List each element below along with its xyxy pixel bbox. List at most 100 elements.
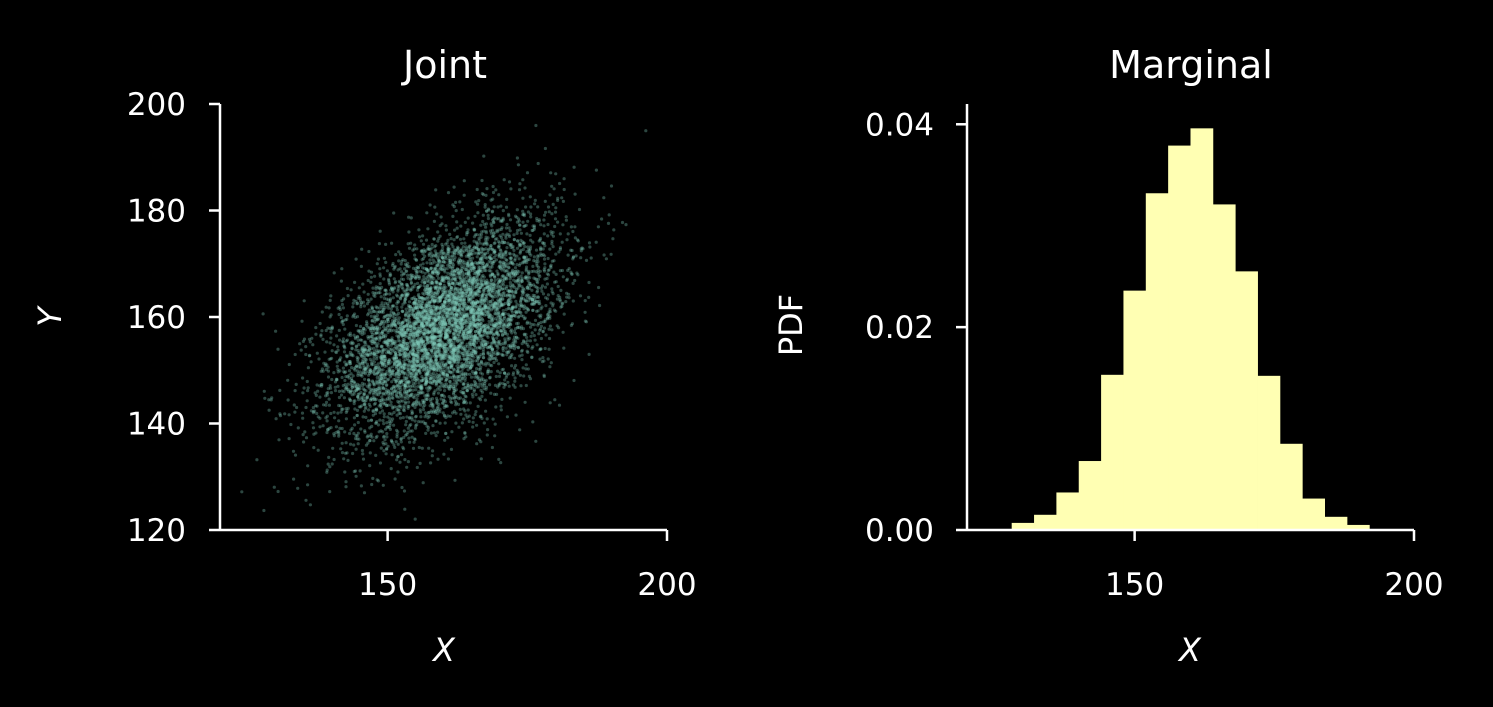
scatter-point — [464, 395, 468, 399]
scatter-point — [394, 394, 398, 398]
scatter-point — [441, 328, 445, 332]
scatter-point — [356, 348, 360, 353]
scatter-point — [578, 294, 583, 298]
scatter-point — [408, 416, 412, 420]
scatter-point — [514, 299, 518, 303]
scatter-point — [558, 181, 562, 186]
scatter-point — [490, 298, 495, 302]
scatter-point — [521, 366, 525, 370]
scatter-point — [531, 420, 535, 424]
scatter-point — [583, 299, 587, 303]
scatter-point — [609, 184, 614, 188]
scatter-point — [438, 318, 442, 323]
scatter-point — [539, 336, 544, 341]
scatter-point — [465, 352, 469, 357]
scatter-point — [398, 404, 402, 408]
scatter-point — [514, 311, 518, 315]
scatter-point — [425, 306, 429, 310]
scatter-point — [483, 237, 488, 242]
scatter-point — [506, 262, 510, 266]
scatter-point — [510, 290, 514, 294]
scatter-point — [471, 276, 475, 281]
scatter-point — [579, 256, 583, 260]
scatter-point — [406, 242, 410, 246]
scatter-point — [488, 312, 492, 317]
scatter-point — [462, 382, 466, 386]
scatter-point — [552, 187, 556, 191]
scatter-point — [497, 244, 501, 248]
scatter-point — [504, 269, 508, 273]
scatter-point — [411, 346, 415, 350]
scatter-point — [439, 264, 443, 268]
scatter-point — [439, 343, 443, 347]
scatter-point — [477, 265, 481, 269]
scatter-point — [419, 388, 423, 392]
scatter-point — [442, 452, 446, 456]
scatter-point — [587, 241, 592, 245]
scatter-point — [293, 453, 298, 457]
scatter-point — [569, 225, 574, 229]
scatter-point — [312, 446, 316, 450]
scatter-point — [555, 324, 559, 328]
scatter-point — [340, 375, 344, 380]
scatter-point — [358, 469, 362, 473]
scatter-point — [365, 365, 369, 370]
scatter-point — [382, 333, 386, 337]
scatter-point — [449, 344, 453, 348]
scatter-point — [432, 378, 436, 382]
scatter-point — [296, 426, 300, 430]
scatter-point — [304, 345, 308, 349]
scatter-point — [454, 421, 458, 425]
scatter-point — [398, 412, 402, 416]
scatter-point — [516, 371, 520, 375]
scatter-point — [447, 282, 451, 287]
scatter-point — [377, 404, 381, 408]
scatter-point — [481, 219, 485, 224]
scatter-point — [403, 395, 407, 399]
scatter-point — [449, 237, 453, 241]
scatter-point — [457, 354, 461, 358]
scatter-point — [417, 344, 421, 348]
scatter-point — [464, 435, 468, 439]
scatter-point — [410, 328, 414, 332]
scatter-point — [400, 345, 404, 349]
scatter-point — [402, 272, 406, 276]
scatter-point — [400, 309, 404, 313]
scatter-point — [420, 303, 424, 307]
scatter-point — [364, 358, 368, 362]
scatter-point — [542, 213, 547, 217]
scatter-point — [455, 297, 459, 301]
scatter-point — [434, 307, 438, 311]
scatter-point — [471, 249, 475, 253]
scatter-point — [379, 373, 383, 377]
scatter-point — [360, 371, 365, 375]
scatter-point — [561, 223, 565, 227]
scatter-point — [405, 263, 409, 267]
scatter-point — [353, 469, 358, 473]
scatter-point — [389, 307, 393, 311]
scatter-point — [424, 365, 428, 369]
scatter-point — [340, 302, 344, 307]
scatter-point — [384, 289, 388, 293]
scatter-point — [408, 374, 412, 378]
scatter-point — [469, 375, 474, 379]
scatter-point — [429, 326, 433, 330]
scatter-point — [396, 455, 400, 459]
scatter-point — [531, 293, 535, 297]
scatter-point — [360, 448, 364, 453]
scatter-point — [396, 300, 400, 304]
scatter-point — [434, 335, 438, 339]
scatter-point — [532, 276, 536, 280]
scatter-point — [461, 298, 465, 302]
scatter-point — [390, 453, 394, 457]
scatter-point — [404, 289, 408, 293]
scatter-point — [400, 346, 404, 350]
scatter-point — [473, 345, 477, 350]
scatter-point — [443, 310, 447, 314]
scatter-point — [386, 350, 391, 354]
scatter-point — [536, 295, 541, 299]
scatter-point — [532, 255, 537, 259]
scatter-point — [457, 322, 461, 326]
scatter-point — [444, 333, 448, 337]
scatter-point — [526, 344, 530, 348]
